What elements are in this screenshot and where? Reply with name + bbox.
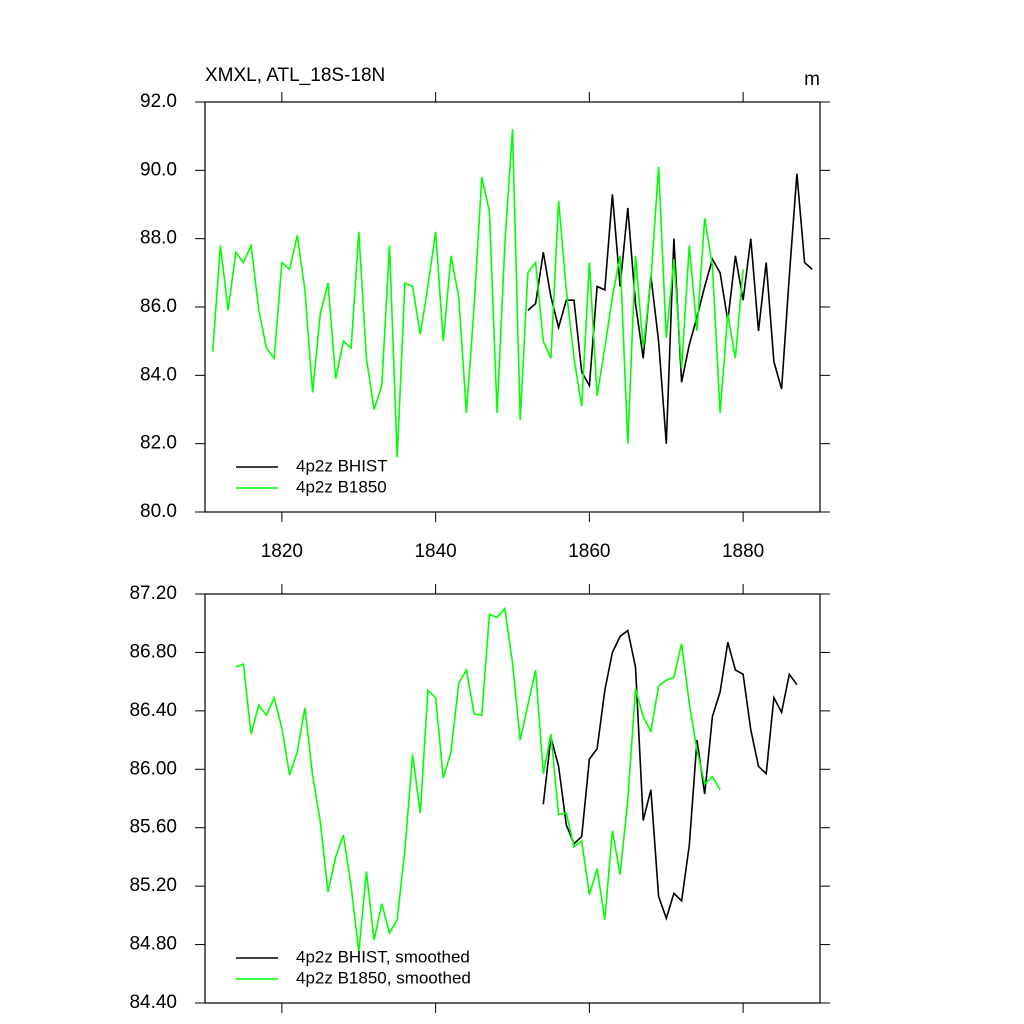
- chart-title: XMXL, ATL_18S-18N: [205, 65, 385, 86]
- series-line: [211, 129, 744, 458]
- y-tick-label: 85.20: [129, 875, 177, 896]
- y-tick-label: 84.80: [129, 934, 177, 955]
- x-tick-label: 1820: [261, 541, 303, 562]
- units-label: m: [804, 69, 820, 90]
- legend-label: 4p2z BHIST: [296, 456, 388, 475]
- y-tick-label: 84.40: [129, 992, 177, 1013]
- y-tick-label: 84.0: [140, 364, 177, 385]
- y-tick-label: 86.40: [129, 700, 177, 721]
- y-tick-label: 90.0: [140, 159, 177, 180]
- y-tick-label: 87.20: [129, 583, 177, 604]
- x-tick-label: 1840: [414, 541, 456, 562]
- series-line: [235, 606, 721, 952]
- x-tick-label: 1860: [568, 541, 610, 562]
- y-tick-label: 88.0: [140, 228, 177, 249]
- y-tick-label: 85.60: [129, 817, 177, 838]
- legend-label: 4p2z B1850: [296, 477, 387, 496]
- y-tick-label: 92.0: [140, 91, 177, 112]
- legend-label: 4p2z B1850, smoothed: [296, 968, 471, 987]
- x-tick-label: 1880: [722, 541, 764, 562]
- y-tick-label: 86.0: [140, 296, 177, 317]
- y-tick-label: 86.00: [129, 758, 177, 779]
- plot-frame: [204, 593, 821, 1004]
- legend-label: 4p2z BHIST, smoothed: [296, 947, 470, 966]
- plot-frame: [204, 101, 821, 513]
- series-line: [542, 629, 798, 921]
- y-tick-label: 80.0: [140, 501, 177, 522]
- series-line: [527, 173, 813, 444]
- y-tick-label: 82.0: [140, 433, 177, 454]
- y-tick-label: 86.80: [129, 641, 177, 662]
